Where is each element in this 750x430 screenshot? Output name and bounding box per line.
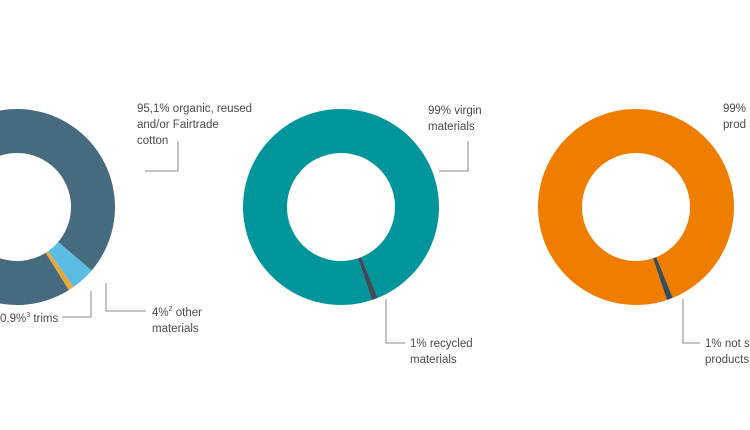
label-other-line2: materials: [152, 323, 199, 335]
label-other-pct: 4%: [152, 307, 169, 319]
label-products-minor-line1: 1% not s: [705, 338, 750, 350]
donut-1-slice-3: [45, 251, 74, 291]
leader-other-materials: [105, 283, 146, 312]
leader-products-minor: [682, 299, 700, 344]
leader-virgin: [439, 141, 469, 172]
label-virgin-line2: materials: [428, 121, 475, 133]
donut-3-slice-1: [538, 108, 735, 305]
label-cotton-line2: and/or Fairtrade: [137, 119, 219, 131]
donut-2-slice-1: [243, 108, 440, 305]
donut-2-slice-2: [358, 257, 378, 300]
donut-1-slice-1: [0, 109, 115, 305]
label-other-word: other: [172, 307, 202, 319]
label-virgin: 99% virgin materials: [428, 103, 482, 135]
label-trims-word: trims: [30, 313, 59, 325]
label-cotton-line1: 95,1% organic, reused: [137, 103, 253, 115]
label-recycled-line1: 1% recycled: [410, 338, 473, 350]
label-other-materials: 4%2 other materials: [152, 302, 202, 337]
label-products-main-line2: prod: [723, 119, 747, 131]
label-virgin-line1: 99% virgin: [428, 105, 482, 117]
label-trims-footnote: 3: [26, 312, 31, 319]
label-trims: 0,9%3 trims: [0, 308, 58, 327]
label-other-footnote: 2: [168, 306, 173, 313]
label-cotton-line3: cotton: [137, 135, 169, 147]
leader-trims: [62, 291, 92, 318]
label-cotton: 95,1% organic, reused and/or Fairtrade c…: [137, 101, 252, 149]
leader-cotton: [145, 141, 179, 172]
donut-3-slice-2: [653, 257, 673, 300]
label-products-minor-line2: products: [705, 354, 750, 366]
label-recycled-line2: materials: [410, 354, 457, 366]
leader-recycled: [385, 299, 405, 344]
label-products-minor: 1% not s products: [705, 336, 750, 368]
label-trims-pct: 0,9%: [0, 313, 27, 325]
label-products-main: 99% prod: [723, 101, 746, 133]
label-products-main-line1: 99%: [723, 103, 747, 115]
label-recycled: 1% recycled materials: [410, 336, 473, 368]
donut-1-slice-2: [48, 241, 92, 288]
